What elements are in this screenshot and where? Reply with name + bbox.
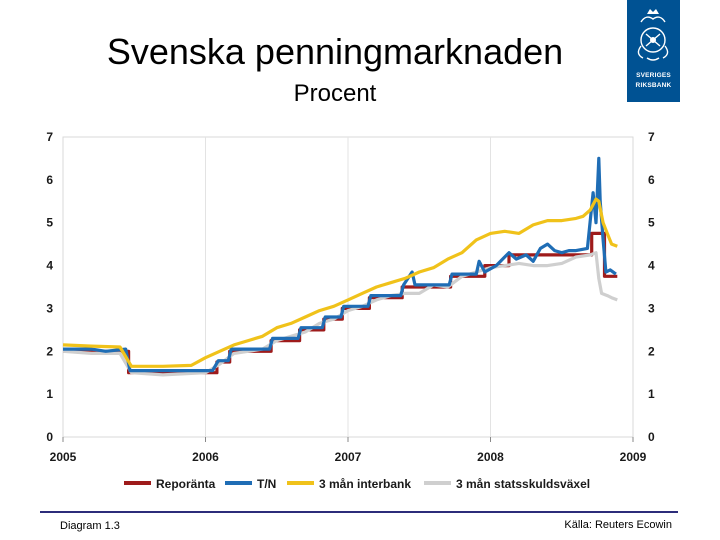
chart-subtitle: Procent bbox=[293, 80, 377, 107]
page-title: Svenska penningmarknaden bbox=[106, 31, 564, 72]
y-tick-label-right-2: 2 bbox=[648, 344, 655, 358]
y-tick-label-left-5: 5 bbox=[46, 216, 53, 230]
x-tick-label-2006: 2006 bbox=[192, 450, 219, 464]
y-tick-label-left-2: 2 bbox=[46, 344, 53, 358]
legend-label-0: Reporänta bbox=[156, 477, 216, 491]
riksbank-crest-icon bbox=[637, 9, 669, 61]
logo-line-1: SVERIGES bbox=[636, 72, 671, 79]
series-line-2 bbox=[62, 197, 618, 368]
y-tick-label-right-0: 0 bbox=[648, 430, 655, 444]
footer-divider bbox=[40, 511, 678, 513]
y-tick-label-right-1: 1 bbox=[648, 387, 655, 401]
y-tick-label-right-6: 6 bbox=[648, 173, 655, 187]
x-tick-label-2005: 2005 bbox=[50, 450, 77, 464]
source-note: Källa: Reuters Ecowin bbox=[564, 519, 672, 531]
y-tick-label-left-4: 4 bbox=[46, 259, 53, 273]
y-tick-label-left-0: 0 bbox=[46, 430, 53, 444]
legend-label-2: 3 mån interbank bbox=[319, 477, 411, 491]
legend-label-1: T/N bbox=[257, 477, 276, 491]
x-tick-label-2007: 2007 bbox=[335, 450, 362, 464]
x-tick-label-2009: 2009 bbox=[620, 450, 647, 464]
x-tick-label-2008: 2008 bbox=[477, 450, 504, 464]
riksbank-logo: SVERIGES RIKSBANK bbox=[627, 0, 680, 102]
y-tick-label-left-6: 6 bbox=[46, 173, 53, 187]
legend-label-3: 3 mån statsskuldsväxel bbox=[456, 477, 590, 491]
series-line-1 bbox=[63, 156, 617, 373]
y-tick-label-right-5: 5 bbox=[648, 216, 655, 230]
y-tick-label-right-4: 4 bbox=[648, 259, 655, 273]
y-tick-label-right-3: 3 bbox=[648, 301, 655, 315]
y-tick-label-right-7: 7 bbox=[648, 130, 655, 144]
series-line-0 bbox=[63, 231, 618, 375]
logo-line-2: RIKSBANK bbox=[635, 82, 672, 89]
y-tick-label-left-3: 3 bbox=[46, 301, 53, 315]
y-tick-label-left-1: 1 bbox=[46, 387, 53, 401]
y-tick-label-left-7: 7 bbox=[46, 130, 53, 144]
diagram-number: Diagram 1.3 bbox=[60, 520, 120, 532]
